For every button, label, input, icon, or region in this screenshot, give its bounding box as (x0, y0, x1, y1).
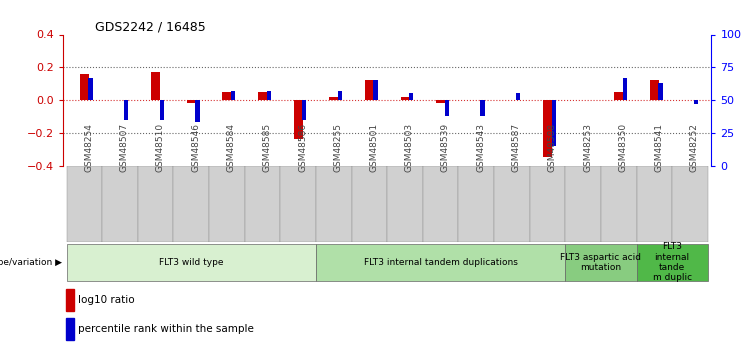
Bar (543, 100, 552, 157)
FancyBboxPatch shape (316, 244, 565, 281)
Text: GSM48252: GSM48252 (690, 123, 699, 172)
Text: GSM48507: GSM48507 (120, 122, 129, 172)
Bar (80, 74, 89, 100)
Text: FLT3 aspartic acid
mutation: FLT3 aspartic acid mutation (560, 253, 642, 272)
Bar (280, 166, 316, 242)
Bar (480, 100, 485, 116)
Bar (124, 100, 128, 120)
Bar (409, 93, 413, 100)
FancyBboxPatch shape (637, 244, 708, 281)
Bar (365, 80, 373, 100)
Bar (102, 166, 138, 242)
Text: GSM48588: GSM48588 (548, 122, 556, 172)
Bar (329, 97, 338, 100)
Bar (565, 166, 601, 242)
Bar (222, 92, 231, 100)
Text: GSM48503: GSM48503 (405, 122, 414, 172)
Bar (445, 100, 449, 116)
Text: log10 ratio: log10 ratio (78, 295, 134, 305)
Bar (66, 289, 74, 311)
Bar (551, 100, 556, 146)
Bar (650, 80, 659, 100)
Text: percentile rank within the sample: percentile rank within the sample (78, 324, 253, 334)
Bar (88, 78, 93, 100)
Bar (659, 83, 662, 100)
Text: FLT3 wild type: FLT3 wild type (159, 258, 224, 267)
Bar (160, 100, 164, 120)
Text: GSM48350: GSM48350 (619, 122, 628, 172)
Bar (436, 100, 445, 104)
Text: FLT3 internal tandem duplications: FLT3 internal tandem duplications (364, 258, 517, 267)
FancyBboxPatch shape (67, 244, 316, 281)
Bar (151, 72, 160, 100)
Text: genotype/variation ▶: genotype/variation ▶ (0, 258, 62, 267)
Bar (614, 92, 623, 100)
FancyBboxPatch shape (565, 244, 637, 281)
Bar (209, 166, 245, 242)
Bar (516, 93, 520, 100)
Bar (302, 100, 307, 120)
Bar (423, 166, 459, 242)
Bar (623, 78, 627, 100)
Text: GSM48585: GSM48585 (262, 122, 271, 172)
Bar (694, 100, 698, 104)
Text: GSM48584: GSM48584 (227, 123, 236, 172)
Text: GSM48543: GSM48543 (476, 123, 485, 172)
Bar (258, 92, 267, 100)
Text: GSM48253: GSM48253 (583, 123, 592, 172)
Bar (316, 166, 351, 242)
Text: GSM48586: GSM48586 (298, 122, 307, 172)
Bar (494, 166, 530, 242)
Bar (66, 318, 74, 340)
Text: FLT3
internal
tande
m duplic: FLT3 internal tande m duplic (653, 242, 692, 282)
Text: GSM48254: GSM48254 (84, 123, 93, 172)
Text: GSM48541: GSM48541 (654, 123, 663, 172)
Bar (173, 166, 209, 242)
Bar (459, 166, 494, 242)
Bar (196, 100, 199, 122)
Text: GSM48546: GSM48546 (191, 123, 200, 172)
Bar (672, 166, 708, 242)
Bar (637, 166, 672, 242)
Text: GDS2242 / 16485: GDS2242 / 16485 (96, 20, 206, 33)
Bar (267, 91, 271, 100)
Bar (601, 166, 637, 242)
Text: GSM48539: GSM48539 (441, 122, 450, 172)
Bar (293, 100, 302, 139)
Bar (387, 166, 423, 242)
Bar (373, 80, 378, 100)
Text: GSM48587: GSM48587 (512, 122, 521, 172)
Bar (138, 166, 173, 242)
Bar (67, 166, 102, 242)
Bar (351, 166, 387, 242)
Text: GSM48255: GSM48255 (333, 123, 343, 172)
Text: GSM48501: GSM48501 (369, 122, 379, 172)
Bar (245, 166, 280, 242)
Bar (530, 166, 565, 242)
Bar (401, 97, 410, 100)
Bar (187, 100, 196, 104)
Bar (338, 91, 342, 100)
Text: GSM48510: GSM48510 (156, 122, 165, 172)
Bar (231, 91, 235, 100)
